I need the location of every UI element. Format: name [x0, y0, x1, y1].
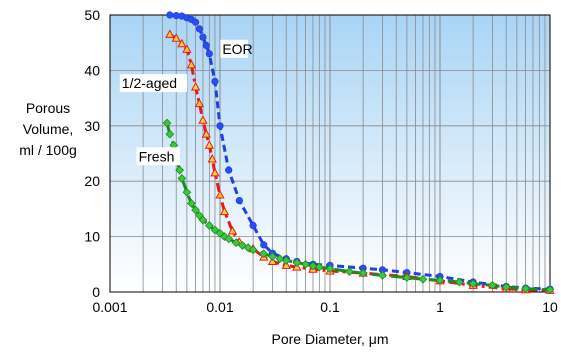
data-point [545, 285, 555, 295]
y-tick-label: 30 [84, 118, 100, 134]
y-tick-label: 10 [84, 229, 100, 245]
data-point [182, 44, 192, 53]
series-label-bg [119, 74, 187, 93]
data-point [187, 198, 196, 208]
tick-labels: 0.001 0.01 0.1 1 10 0 10 20 30 40 50 [84, 7, 558, 315]
plot-border [109, 14, 551, 293]
data-point [198, 115, 208, 124]
data-point [260, 241, 268, 249]
data-point [275, 254, 285, 264]
data-point [248, 245, 258, 255]
data-point [165, 129, 175, 139]
data-point [501, 282, 511, 292]
x-tick-label: 0.01 [206, 299, 233, 315]
data-point [378, 271, 387, 280]
y-tick-label: 40 [84, 62, 100, 78]
x-tick-label: 10 [542, 299, 558, 315]
data-point [162, 118, 172, 128]
data-point [219, 206, 230, 216]
data-point [292, 258, 302, 268]
data-point [235, 196, 243, 205]
data-point [308, 261, 318, 271]
series-label: 1/2-aged [122, 75, 177, 91]
data-point [165, 29, 175, 38]
y-tick-label: 20 [84, 173, 100, 189]
data-point [281, 260, 291, 269]
data-point [175, 165, 185, 175]
data-point [314, 262, 324, 272]
data-point [190, 81, 201, 91]
data-point [199, 33, 207, 41]
series-label: Fresh [139, 148, 175, 164]
data-point [177, 38, 187, 48]
series-labels: EOR 1/2-aged Fresh [119, 39, 253, 166]
data-point [204, 221, 214, 230]
data-point [215, 190, 225, 199]
data-point [186, 59, 197, 69]
data-point [216, 122, 224, 130]
data-point [211, 77, 219, 86]
series-layer [162, 11, 555, 295]
data-point [194, 98, 205, 108]
y-axis-title-line-1: Porous [26, 100, 70, 116]
data-point [201, 129, 211, 138]
data-point [418, 274, 428, 284]
data-point [301, 259, 310, 269]
series-label-bg [136, 147, 181, 166]
data-point [191, 205, 200, 215]
data-point [521, 284, 530, 294]
data-point [202, 41, 210, 50]
x-tick-label: 0.1 [320, 299, 340, 315]
data-point [345, 267, 354, 276]
data-point [171, 33, 181, 42]
data-point [182, 187, 192, 197]
data-point [210, 225, 220, 235]
data-point [198, 215, 208, 225]
y-axis-title-line-3: ml / 100g [19, 142, 77, 158]
series-fresh [162, 118, 555, 295]
data-point [249, 221, 257, 230]
series-label: EOR [222, 41, 252, 57]
data-point [191, 18, 200, 26]
data-point [204, 140, 214, 149]
data-point [166, 11, 174, 19]
series-label-bg [220, 39, 249, 58]
data-point [268, 252, 277, 261]
data-point [267, 256, 278, 266]
data-point [210, 167, 220, 177]
data-point [402, 273, 412, 282]
y-axis-title-line-2: Volume, [23, 121, 74, 137]
data-point [468, 279, 478, 289]
data-point [455, 277, 464, 287]
data-point [358, 268, 368, 278]
data-point [225, 166, 233, 174]
data-point [435, 276, 445, 285]
data-point [195, 25, 204, 33]
data-point [177, 174, 187, 183]
y-tick-label: 50 [84, 7, 100, 23]
data-point [224, 234, 234, 244]
data-point [227, 226, 238, 235]
data-point [243, 243, 253, 253]
x-axis-title: Pore Diameter, μm [272, 331, 389, 347]
data-point [238, 241, 247, 250]
data-point [231, 238, 241, 248]
x-tick-label: 0.001 [92, 299, 127, 315]
data-point [207, 153, 217, 163]
data-point [259, 249, 269, 259]
data-point [325, 264, 335, 274]
data-point [205, 50, 213, 58]
data-point [488, 280, 497, 290]
x-tick-label: 1 [436, 299, 444, 315]
data-point [281, 256, 291, 265]
y-tick-label: 0 [92, 284, 100, 300]
